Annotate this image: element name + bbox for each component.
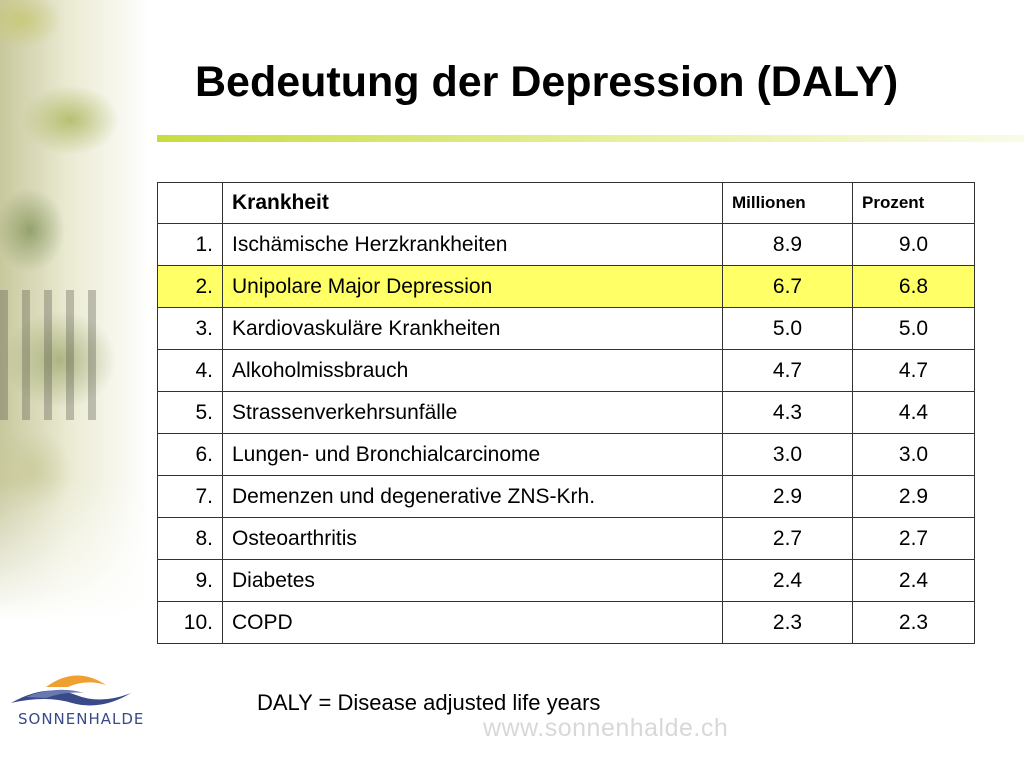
disease-cell: Osteoarthritis xyxy=(222,517,723,560)
rank-cell: 9. xyxy=(157,559,223,602)
millions-cell: 4.3 xyxy=(722,391,853,434)
rank-cell: 8. xyxy=(157,517,223,560)
disease-cell: Kardiovaskuläre Krankheiten xyxy=(222,307,723,350)
rank-cell: 5. xyxy=(157,391,223,434)
disease-cell: Ischämische Herzkrankheiten xyxy=(222,223,723,266)
percent-cell: 9.0 xyxy=(852,223,975,266)
table-row: 6. Lungen- und Bronchialcarcinome 3.0 3.0 xyxy=(157,433,975,476)
disease-cell: Unipolare Major Depression xyxy=(222,265,723,308)
table-row: 5. Strassenverkehrsunfälle 4.3 4.4 xyxy=(157,391,975,434)
percent-cell: 2.7 xyxy=(852,517,975,560)
percent-cell: 2.4 xyxy=(852,559,975,602)
rank-cell: 3. xyxy=(157,307,223,350)
rank-cell: 6. xyxy=(157,433,223,476)
rank-cell: 4. xyxy=(157,349,223,392)
table-row: 4. Alkoholmissbrauch 4.7 4.7 xyxy=(157,349,975,392)
millions-cell: 6.7 xyxy=(722,265,853,308)
rank-cell: 2. xyxy=(157,265,223,308)
sonnenhalde-logo-icon xyxy=(6,665,136,735)
millions-cell: 4.7 xyxy=(722,349,853,392)
disease-cell: COPD xyxy=(222,601,723,644)
millions-cell: 2.7 xyxy=(722,517,853,560)
percent-cell: 4.7 xyxy=(852,349,975,392)
millions-cell: 2.3 xyxy=(722,601,853,644)
website-url: www.sonnenhalde.ch xyxy=(483,714,729,742)
percent-cell: 2.9 xyxy=(852,475,975,518)
disease-cell: Demenzen und degenerative ZNS-Krh. xyxy=(222,475,723,518)
percent-cell: 2.3 xyxy=(852,601,975,644)
table-row: 9. Diabetes 2.4 2.4 xyxy=(157,559,975,602)
header-millions: Millionen xyxy=(722,182,853,224)
rank-cell: 10. xyxy=(157,601,223,644)
disease-cell: Alkoholmissbrauch xyxy=(222,349,723,392)
header-disease: Krankheit xyxy=(222,182,723,224)
table-row: 7. Demenzen und degenerative ZNS-Krh. 2.9 2… xyxy=(157,475,975,518)
percent-cell: 5.0 xyxy=(852,307,975,350)
rank-cell: 1. xyxy=(157,223,223,266)
disease-cell: Strassenverkehrsunfälle xyxy=(222,391,723,434)
millions-cell: 8.9 xyxy=(722,223,853,266)
millions-cell: 3.0 xyxy=(722,433,853,476)
millions-cell: 2.4 xyxy=(722,559,853,602)
table-row: 2. Unipolare Major Depression 6.7 6.8 xyxy=(157,265,975,308)
table-row: 8. Osteoarthritis 2.7 2.7 xyxy=(157,517,975,560)
page-title: Bedeutung der Depression (DALY) xyxy=(195,58,899,106)
table-row: 3. Kardiovaskuläre Krankheiten 5.0 5.0 xyxy=(157,307,975,350)
millions-cell: 2.9 xyxy=(722,475,853,518)
table-header-row: Krankheit Millionen Prozent xyxy=(157,182,975,224)
percent-cell: 4.4 xyxy=(852,391,975,434)
house-windows-decoration xyxy=(0,290,100,420)
logo-text: SONNENHALDE xyxy=(18,710,145,728)
header-percent: Prozent xyxy=(852,182,975,224)
title-underline xyxy=(157,135,1024,142)
millions-cell: 5.0 xyxy=(722,307,853,350)
disease-ranking-table: Krankheit Millionen Prozent 1. Ischämisch… xyxy=(157,182,975,644)
side-photo xyxy=(0,0,150,620)
rank-cell: 7. xyxy=(157,475,223,518)
disease-cell: Lungen- und Bronchialcarcinome xyxy=(222,433,723,476)
footnote: DALY = Disease adjusted life years xyxy=(257,690,601,715)
photo-fade xyxy=(0,480,150,620)
percent-cell: 3.0 xyxy=(852,433,975,476)
table-row: 1. Ischämische Herzkrankheiten 8.9 9.0 xyxy=(157,223,975,266)
percent-cell: 6.8 xyxy=(852,265,975,308)
header-rank xyxy=(157,182,223,224)
disease-cell: Diabetes xyxy=(222,559,723,602)
table-row: 10. COPD 2.3 2.3 xyxy=(157,601,975,644)
